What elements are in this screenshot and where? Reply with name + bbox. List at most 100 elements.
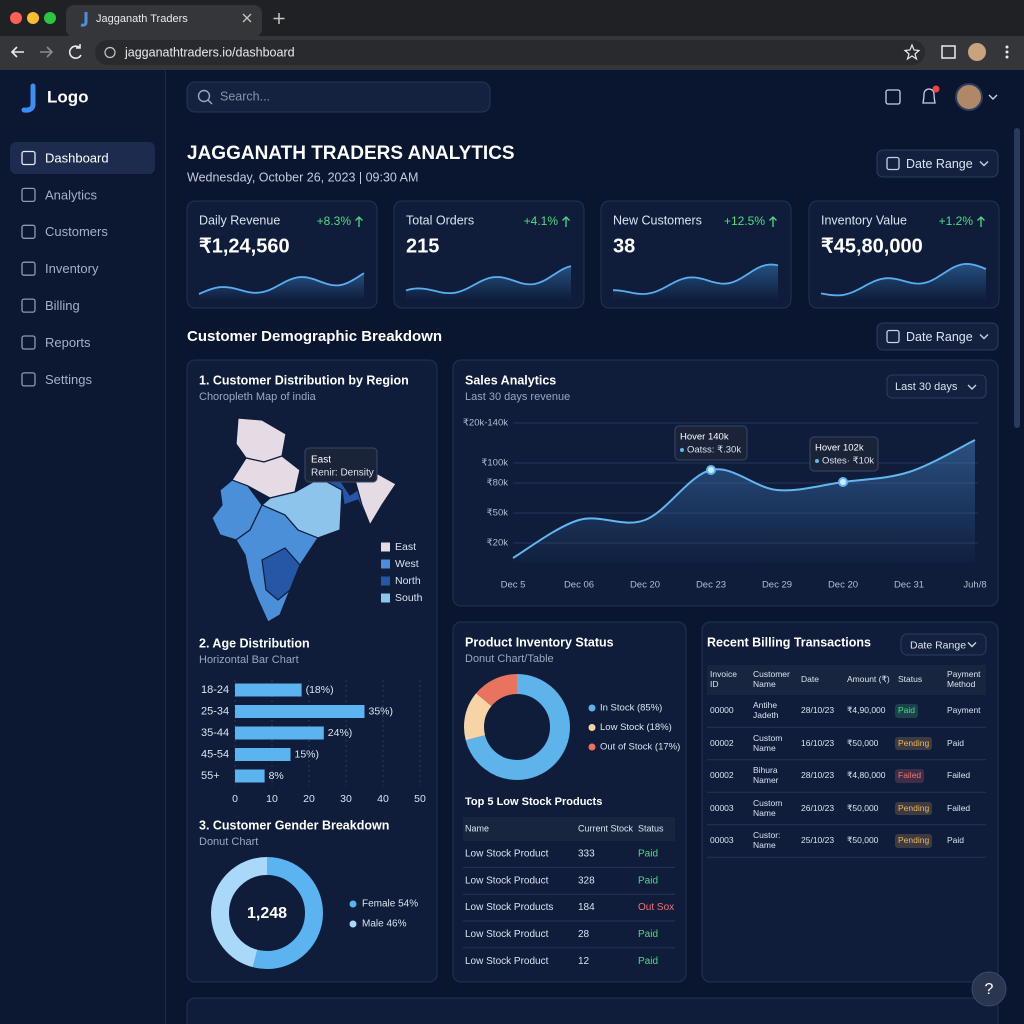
table-cell: Payment — [944, 696, 988, 726]
table-cell-text: ₹4,80,000 — [847, 770, 886, 781]
status-badge-text: Failed — [895, 769, 925, 783]
calendar-button[interactable] — [885, 89, 901, 105]
table-cell-text: 16/10/23 — [801, 737, 835, 748]
map-tooltip — [304, 447, 378, 483]
table-cell-text: ₹4,90,000 — [847, 705, 886, 716]
help-label: ? — [985, 981, 994, 998]
status-badge: Pending — [895, 826, 944, 856]
line-area — [513, 440, 975, 563]
kpi-label: Daily Revenue — [199, 213, 280, 227]
status-badge: Failed — [895, 761, 944, 791]
nav-item[interactable]: Billing — [21, 298, 80, 313]
kpi-arrow — [562, 216, 570, 227]
table-cell-text: 00003 — [710, 835, 734, 846]
kpi-arrow — [769, 216, 777, 227]
date-range-button[interactable]: Date Range — [876, 149, 999, 178]
url: jagganathtraders.io/dashboard — [124, 45, 295, 59]
window-button[interactable] — [44, 12, 56, 24]
bar — [235, 726, 324, 740]
table-cell: Paid — [638, 929, 658, 940]
address-bar[interactable] — [95, 40, 925, 65]
table-cell: 28/10/23 — [801, 770, 834, 780]
cell-box: Failed — [895, 761, 944, 791]
table-cell: Low Stock Product — [465, 929, 549, 940]
user-avatar[interactable] — [955, 83, 983, 111]
nav-item[interactable]: Inventory — [21, 261, 99, 276]
nav-item[interactable]: Analytics — [21, 187, 98, 202]
bookmark-star[interactable] — [903, 43, 921, 61]
table-header: Status — [638, 823, 664, 833]
tab[interactable] — [66, 5, 262, 37]
chevron-icon — [979, 334, 989, 340]
card-subtitle: Choropleth Map of india — [199, 391, 317, 403]
data-label: (18%) — [306, 684, 334, 696]
nav-item[interactable]: Customers — [21, 224, 108, 239]
nav-item[interactable]: Dashboard — [10, 142, 155, 174]
table-cell: Paid — [638, 956, 658, 967]
nav-icon — [21, 261, 36, 276]
status-badge: Pending — [895, 736, 933, 751]
table-cell-text: 00002 — [710, 770, 734, 781]
cell-box: 28/10/23 — [798, 696, 844, 726]
reload-button[interactable] — [68, 44, 82, 59]
chart-tooltip — [674, 425, 748, 461]
button-bg — [876, 322, 999, 351]
cell-box: Payment — [944, 696, 988, 726]
forward-button[interactable] — [40, 46, 54, 58]
cell-box: Payment Method — [944, 665, 988, 695]
table-cell: ₹4,90,000 — [847, 705, 886, 716]
donut-segment — [464, 674, 570, 780]
kpi-change: +8.3% — [317, 214, 352, 228]
new-tab[interactable] — [273, 13, 285, 24]
nav-icon — [21, 298, 36, 313]
help-button[interactable] — [971, 971, 1007, 1007]
button-label: Date Range — [906, 157, 973, 171]
back-button[interactable] — [10, 46, 24, 58]
y-tick-label: 25-34 — [201, 705, 229, 717]
table-cell: Failed — [947, 803, 970, 813]
cell-box: Date — [798, 665, 844, 695]
status-badge-text: Pending — [895, 834, 933, 848]
table-cell: ₹50,000 — [847, 738, 878, 748]
table-cell-text: ₹50,000 — [847, 802, 879, 813]
sidebar-toggle[interactable] — [941, 45, 956, 59]
search-box[interactable] — [186, 81, 491, 113]
date-range-button[interactable]: Date Range — [876, 322, 999, 351]
table-header: Amount (₹) — [847, 674, 890, 684]
nav-label: Inventory — [45, 261, 99, 276]
window-button[interactable] — [27, 12, 39, 24]
legend-dot — [349, 920, 357, 928]
nav-item[interactable]: Reports — [21, 335, 91, 350]
table-cell-text: 00000 — [710, 705, 734, 716]
cell-box: 00003 — [707, 794, 750, 824]
nav-label: Reports — [45, 335, 91, 350]
table-cell: Custom Name — [753, 733, 782, 752]
card-title: Sales Analytics — [465, 373, 556, 387]
card-subtitle: Donut Chart — [199, 836, 258, 848]
chart-tooltip — [809, 436, 879, 472]
tab-close[interactable] — [242, 13, 252, 23]
table-cell: ₹50,000 — [847, 835, 878, 845]
window-button[interactable] — [10, 12, 22, 24]
table-header-text: Payment Method — [947, 669, 981, 689]
table-cell: Paid — [638, 849, 658, 860]
table-cell: 333 — [578, 849, 595, 860]
nav-item[interactable]: Settings — [21, 372, 92, 387]
y-tick-label: ₹50k — [487, 508, 509, 519]
cell-box: Pending — [895, 826, 944, 856]
search-icon — [197, 89, 211, 103]
menu-dot — [1005, 45, 1009, 49]
date-range-button[interactable]: Date Range — [900, 633, 987, 656]
legend-label: West — [395, 558, 419, 570]
page-datetime: Wednesday, October 26, 2023 | 09:30 AM — [187, 170, 418, 184]
table-cell: Low Stock Product — [465, 875, 549, 886]
kpi-value: 38 — [613, 235, 635, 257]
cell-box: Custom Name — [750, 794, 798, 824]
range-select[interactable] — [886, 374, 987, 399]
table-cell-text: 25/10/23 — [801, 835, 835, 846]
table-cell: 28/10/23 — [798, 696, 844, 726]
point-marker — [706, 465, 716, 475]
notification-button[interactable] — [922, 88, 936, 104]
y-tick-label: ₹80k — [487, 478, 509, 489]
profile[interactable] — [968, 43, 986, 61]
